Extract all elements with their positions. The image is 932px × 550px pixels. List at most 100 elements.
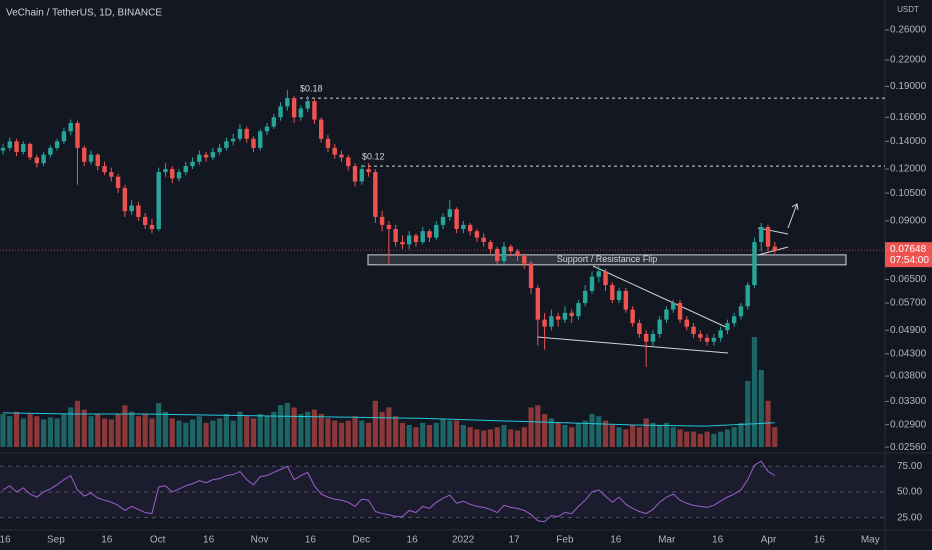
candle-body <box>379 216 385 225</box>
volume-bar <box>636 427 642 447</box>
candle-body <box>386 224 392 230</box>
candle-body <box>183 166 188 173</box>
volume-bar <box>467 427 473 447</box>
candle-body <box>393 229 398 243</box>
candle-body <box>454 209 459 230</box>
candle-body <box>542 319 547 327</box>
x-tick-label: 17 <box>508 535 520 546</box>
candle-body <box>643 334 649 342</box>
x-tick-label: Dec <box>352 535 370 546</box>
volume-bar <box>386 407 392 447</box>
y-tick-label: 0.22000 <box>890 55 927 66</box>
y-tick-label: 0.04900 <box>890 325 927 336</box>
volume-bar <box>7 416 13 447</box>
volume-bar <box>487 429 494 447</box>
x-tick-label: 16 <box>814 535 826 546</box>
volume-bar <box>602 420 609 447</box>
volume-bar <box>440 418 446 447</box>
currency: USDT <box>897 5 919 14</box>
candle-body <box>88 154 94 162</box>
candle-body <box>610 285 615 300</box>
candle-body <box>271 117 276 127</box>
y-tick-label: 0.14000 <box>890 136 927 147</box>
candle-body <box>217 147 222 152</box>
candle-body <box>41 154 46 164</box>
trendline <box>592 265 729 329</box>
candle-body <box>102 166 107 173</box>
candle-body <box>0 147 6 151</box>
volume-bar <box>210 420 216 447</box>
x-tick-label: 16 <box>610 535 622 546</box>
y-tick-label: 0.10500 <box>890 188 927 199</box>
candle-body <box>772 246 777 251</box>
x-tick-label: May <box>861 535 880 546</box>
candle-body <box>596 271 601 277</box>
candle-body <box>711 337 717 342</box>
level-label: $0.18 <box>300 83 323 93</box>
candle-body <box>21 143 26 152</box>
y-tick-label: 0.03300 <box>890 396 927 407</box>
volume-bar <box>176 420 182 447</box>
volume-bar <box>399 422 406 447</box>
candle-body <box>210 151 216 158</box>
candle-body <box>251 138 256 148</box>
candle-body <box>440 216 446 225</box>
candle-body <box>528 263 534 288</box>
volume-bar <box>426 425 433 447</box>
volume-bar <box>670 427 676 447</box>
volume-bar <box>244 416 250 447</box>
candle-body <box>691 326 696 335</box>
candle-body <box>589 276 595 291</box>
volume-bar <box>657 425 663 447</box>
volume-bar <box>433 422 439 447</box>
pennant-line <box>757 246 789 256</box>
volume-bar <box>27 414 33 447</box>
last-price-box <box>885 242 932 268</box>
volume-bar <box>393 416 399 447</box>
candle-body <box>27 143 33 158</box>
rsi-line <box>2 460 776 523</box>
candle-body <box>176 172 182 179</box>
volume-bar <box>697 433 703 447</box>
volume-bar <box>156 403 162 447</box>
x-tick-label: 16 <box>407 535 419 546</box>
volume-bar <box>569 427 575 447</box>
candle-body <box>623 290 629 310</box>
candle-body <box>562 312 568 320</box>
candle-body <box>136 205 141 217</box>
candle-body <box>359 169 365 182</box>
candle-body <box>258 131 263 148</box>
volume-bar <box>447 420 453 447</box>
volume-bar <box>365 422 372 447</box>
y-tick-label: 0.09000 <box>890 216 927 227</box>
candle-body <box>285 98 290 107</box>
candle-body <box>603 271 608 286</box>
volume-bar <box>61 414 67 447</box>
candle-body <box>698 334 703 338</box>
volume-bar <box>663 422 670 447</box>
volume-bar <box>318 414 324 447</box>
candle-body <box>149 224 155 230</box>
candle-body <box>555 316 561 320</box>
x-tick-label: 16 <box>203 535 215 546</box>
volume-bar <box>460 425 466 447</box>
candle-body <box>95 154 100 167</box>
volume-bar <box>311 409 318 447</box>
volume-bar <box>20 418 26 447</box>
candle-body <box>549 316 554 327</box>
chart-title: VeChain / TetherUS, 1D, BINANCE <box>6 8 162 19</box>
volume-bar <box>616 427 622 447</box>
candle-body <box>61 131 67 142</box>
volume-bar <box>101 418 108 447</box>
volume-bar <box>589 414 595 447</box>
candle-body <box>122 188 128 212</box>
volume-bar <box>751 337 758 447</box>
volume-bar <box>257 414 263 447</box>
volume-bar <box>420 422 426 447</box>
candle-body <box>745 285 750 307</box>
candle-body <box>407 235 412 245</box>
volume-bar <box>305 411 311 447</box>
candle-body <box>332 147 337 155</box>
volume-bar <box>765 400 771 447</box>
